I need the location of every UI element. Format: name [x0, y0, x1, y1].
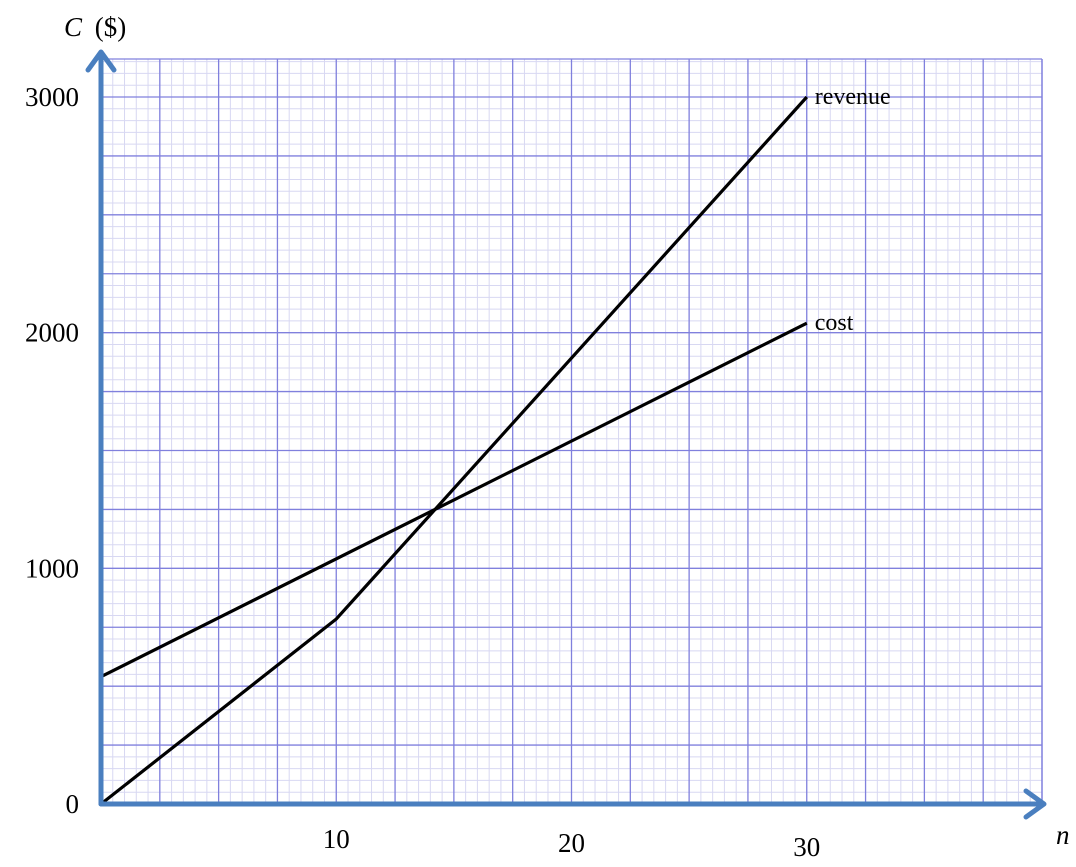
y-tick-label: 2000	[25, 318, 79, 348]
y-tick-label: 0	[66, 789, 80, 819]
series-line-revenue	[100, 95, 808, 806]
x-tick-label: 10	[323, 824, 350, 854]
y-axis-unit: ($)	[95, 12, 126, 42]
x-tick-label: 20	[558, 828, 585, 858]
axes	[85, 49, 1047, 820]
x-axis-arrow	[1023, 788, 1047, 820]
y-axis-title: C ($)	[64, 12, 126, 42]
x-tick-label: 30	[793, 832, 820, 862]
series-label-cost: cost	[815, 310, 854, 336]
y-axis-variable: C	[64, 12, 83, 42]
series-line-cost	[100, 321, 808, 679]
series-label-revenue: revenue	[815, 84, 891, 110]
tick-labels: 0 1000 2000 3000 10 20 30	[25, 82, 820, 862]
y-tick-label: 1000	[25, 553, 79, 583]
y-tick-label: 3000	[25, 82, 79, 112]
series-layer: revenue cost	[100, 84, 891, 806]
x-axis-title: n	[1056, 820, 1070, 850]
y-axis-arrow	[85, 49, 117, 73]
